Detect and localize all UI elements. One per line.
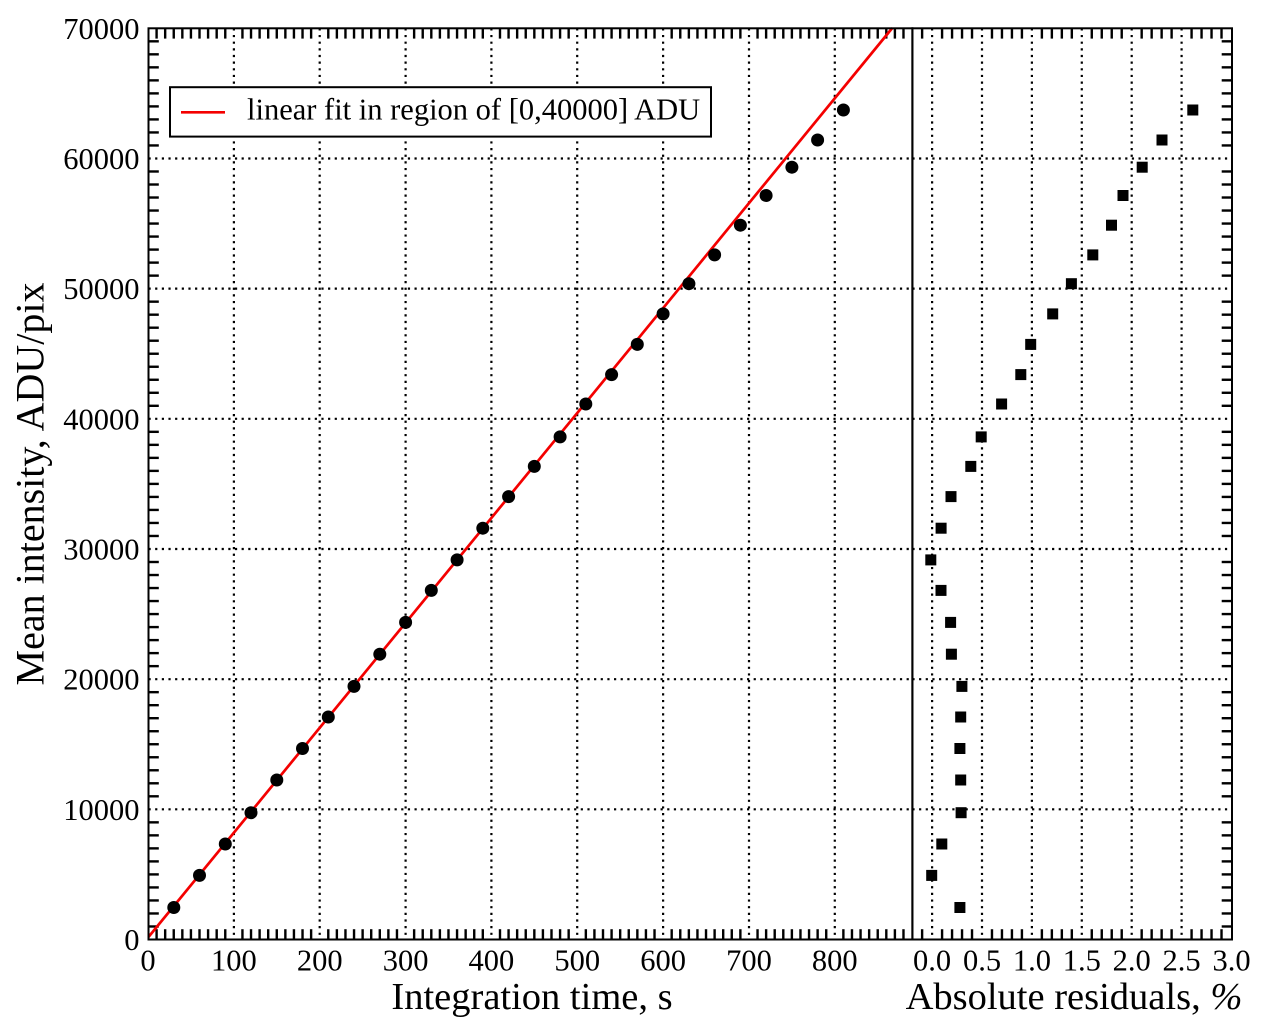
svg-text:1.0: 1.0 [1013,943,1051,977]
svg-text:300: 300 [383,943,429,977]
svg-text:Absolute residuals, %: Absolute residuals, % [906,976,1243,1018]
svg-text:0.0: 0.0 [913,943,951,977]
svg-text:30000: 30000 [63,533,139,567]
svg-text:60000: 60000 [63,142,139,176]
svg-text:600: 600 [640,943,686,977]
svg-text:2.0: 2.0 [1113,943,1151,977]
svg-text:3.0: 3.0 [1212,943,1250,977]
svg-text:0: 0 [124,923,139,957]
svg-text:100: 100 [211,943,257,977]
svg-text:400: 400 [469,943,515,977]
svg-text:40000: 40000 [63,402,139,436]
svg-text:0: 0 [140,943,155,977]
svg-text:70000: 70000 [63,12,139,46]
svg-text:1.5: 1.5 [1063,943,1101,977]
svg-text:10000: 10000 [63,793,139,827]
svg-text:500: 500 [554,943,600,977]
svg-text:50000: 50000 [63,272,139,306]
svg-text:20000: 20000 [63,663,139,697]
svg-text:200: 200 [297,943,343,977]
svg-text:700: 700 [726,943,772,977]
svg-text:Integration time, s: Integration time, s [391,976,672,1018]
svg-text:0.5: 0.5 [963,943,1001,977]
svg-text:800: 800 [812,943,858,977]
svg-text:linear fit in region of [0,400: linear fit in region of [0,40000] ADU [247,93,700,127]
svg-text:2.5: 2.5 [1163,943,1201,977]
svg-text:Mean intensity, ADU/pix: Mean intensity, ADU/pix [8,283,53,686]
